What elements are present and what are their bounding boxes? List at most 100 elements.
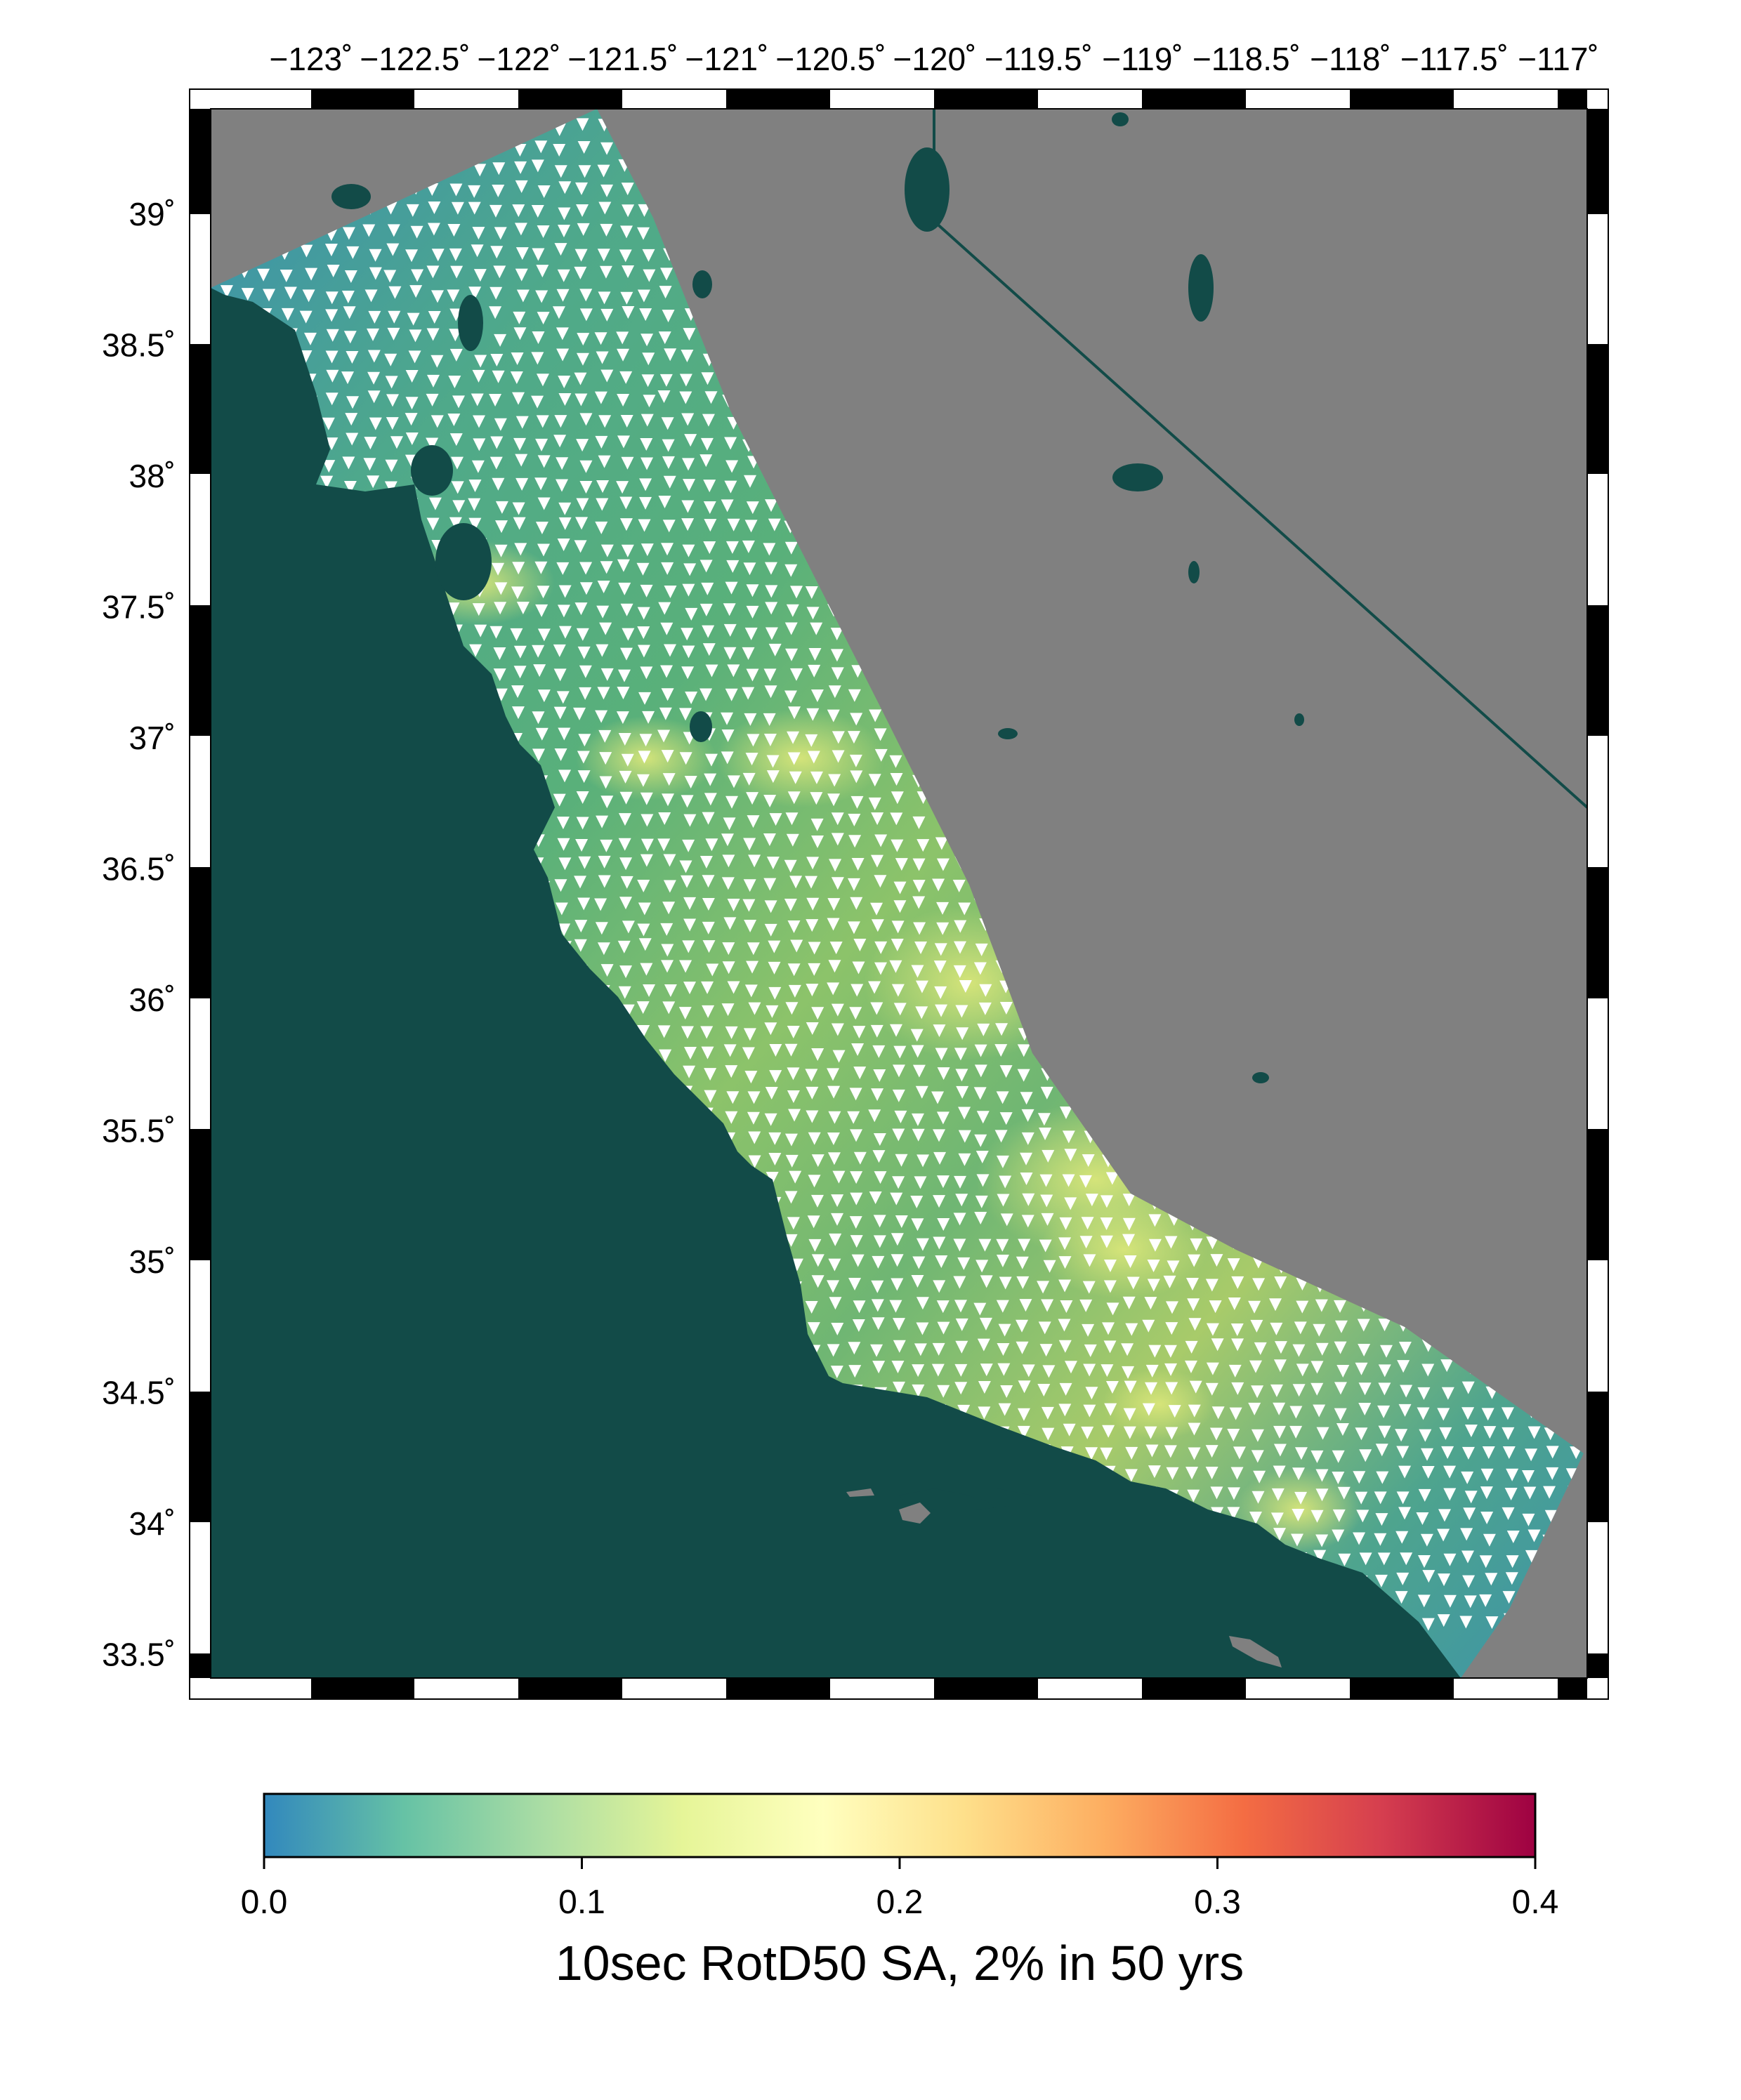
station-marker [685,607,698,621]
station-marker [1039,1239,1052,1253]
station-marker [1184,1360,1197,1373]
station-marker [1480,1468,1494,1481]
station-marker [916,1322,929,1335]
station-marker [447,413,461,426]
station-marker [1273,1528,1287,1541]
station-marker [556,457,569,470]
station-marker [994,1130,1008,1143]
station-marker [1270,1322,1283,1335]
station-marker [576,791,589,804]
station-marker [889,1024,902,1037]
station-marker [763,713,776,726]
station-marker [702,625,715,638]
station-marker [893,1045,907,1059]
top-tick-label: −120.5˚ [775,41,886,77]
station-marker [342,227,355,240]
station-marker [594,898,607,911]
station-marker [726,560,740,573]
station-marker [619,965,633,979]
station-marker [575,839,589,852]
station-marker [617,669,631,682]
station-marker [851,1254,865,1267]
station-marker [537,497,551,510]
station-marker [1546,1446,1559,1459]
station-marker [933,1280,946,1293]
station-marker [1310,1382,1324,1396]
station-marker [1229,1407,1242,1420]
station-marker [1142,1319,1155,1333]
station-marker [1375,1444,1388,1457]
station-marker [916,1297,929,1310]
station-marker [426,374,440,388]
station-marker [889,755,902,768]
station-marker [915,980,928,993]
station-marker [1506,1555,1519,1569]
station-marker [1253,1470,1266,1484]
station-marker [554,415,567,428]
station-marker [600,308,614,322]
station-marker [1332,1509,1346,1522]
station-marker [742,647,755,660]
station-marker [595,435,608,449]
left-tick-label: 37.5˚ [102,589,176,626]
station-marker [1310,1361,1324,1374]
station-marker [597,942,610,956]
station-marker [405,249,419,263]
station-marker [1084,1344,1097,1357]
station-marker [640,666,653,680]
station-marker [617,348,630,362]
station-marker [451,202,464,215]
station-marker [1227,1487,1240,1500]
station-marker [661,960,674,973]
station-marker [912,1384,925,1397]
station-marker [640,437,653,451]
station-marker [763,734,777,747]
station-marker [701,582,714,595]
station-marker [1334,1382,1347,1395]
station-marker [892,1089,905,1102]
station-marker [1038,1321,1051,1335]
station-marker [553,793,566,807]
station-marker [1124,1469,1138,1482]
station-marker [537,543,550,557]
station-marker [662,439,675,452]
station-marker [848,689,861,702]
station-marker [1274,1341,1287,1354]
station-marker [723,623,737,637]
station-marker [936,1111,950,1125]
station-marker [702,921,715,935]
station-marker [537,312,550,325]
station-marker [975,943,988,956]
station-marker [325,291,339,305]
station-marker [849,754,862,767]
station-marker [578,734,591,747]
station-marker [659,707,672,720]
colorbar-title: 10sec RotD50 SA, 2% in 50 yrs [556,1936,1244,1990]
station-marker [1461,1446,1475,1460]
station-marker [955,1318,968,1331]
top-tick-label: −121.5˚ [567,41,678,77]
station-marker [1059,1107,1072,1120]
station-marker [805,734,818,747]
station-marker [724,480,737,494]
station-marker [787,752,801,765]
station-marker [827,793,841,807]
station-marker [597,164,610,178]
station-marker [642,711,655,724]
station-marker [515,454,528,467]
station-marker [1145,1364,1159,1378]
station-marker [807,1322,820,1335]
station-marker [682,839,695,852]
station-marker [1189,1380,1202,1394]
station-marker [1506,1468,1519,1481]
station-marker [873,1069,886,1082]
station-marker [471,460,485,473]
station-marker [1039,1128,1052,1141]
station-marker [847,1111,860,1124]
station-marker [1377,1552,1391,1566]
station-marker [705,838,718,852]
station-marker [1079,1175,1092,1188]
station-marker [999,1175,1012,1189]
station-marker [1227,1507,1240,1520]
station-marker [1294,1321,1307,1335]
